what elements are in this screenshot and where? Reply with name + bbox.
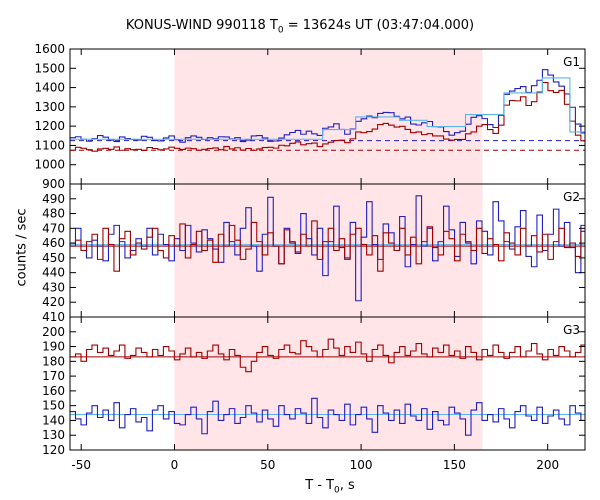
x-axis-label-sub: 0 (334, 485, 340, 496)
y-tick-label: 140 (42, 413, 65, 427)
panel-label-g2: G2 (563, 190, 580, 204)
y-tick-label: 150 (42, 399, 65, 413)
x-tick-label: 200 (536, 458, 559, 472)
chart-title-main: KONUS-WIND 990118 T (125, 18, 278, 33)
y-tick-label: 190 (42, 340, 65, 354)
series-g1-light_blue (70, 77, 585, 140)
y-tick-label: 200 (42, 325, 65, 339)
x-axis-label-main: T - T (305, 478, 335, 493)
y-tick-label: 1000 (34, 158, 65, 172)
y-tick-label: 450 (42, 251, 65, 265)
y-tick-label: 130 (42, 428, 65, 442)
y-tick-label: 170 (42, 369, 65, 383)
series-g1-red (70, 82, 585, 152)
y-tick-label: 440 (42, 266, 65, 280)
y-tick-label: 460 (42, 236, 65, 250)
y-tick-label: 900 (42, 177, 65, 191)
panel-label-g3: G3 (563, 323, 580, 337)
y-tick-label: 430 (42, 280, 65, 294)
chart-title-rest: = 13624s UT (03:47:04.000) (283, 18, 475, 33)
x-axis-label: T - T0, s (0, 478, 600, 496)
series-g3-blue (70, 397, 585, 436)
y-tick-label: 180 (42, 354, 65, 368)
chart-title: KONUS-WIND 990118 T0 = 13624s UT (03:47:… (0, 18, 600, 36)
panel-label-g1: G1 (563, 55, 580, 69)
y-tick-label: 160 (42, 384, 65, 398)
y-tick-label: 1200 (34, 119, 65, 133)
y-tick-label: 470 (42, 221, 65, 235)
series-g2-blue (70, 195, 585, 302)
x-tick-label: 50 (260, 458, 275, 472)
x-axis-label-rest: , s (339, 478, 355, 493)
x-tick-label: -50 (71, 458, 91, 472)
y-axis-label: counts / sec (14, 208, 30, 287)
y-tick-label: 1400 (34, 81, 65, 95)
x-tick-label: 150 (443, 458, 466, 472)
y-tick-label: 1500 (34, 61, 65, 75)
y-tick-label: 1300 (34, 100, 65, 114)
y-tick-label: 490 (42, 192, 65, 206)
y-tick-label: 410 (42, 310, 65, 324)
y-tick-label: 120 (42, 443, 65, 457)
y-tick-label: 480 (42, 207, 65, 221)
series-g2-red (70, 220, 585, 272)
chart-title-sub: 0 (277, 25, 284, 36)
y-tick-label: 1100 (34, 138, 65, 152)
series-g3-red (70, 338, 585, 373)
x-tick-label: 0 (171, 458, 179, 472)
y-tick-label: 420 (42, 295, 65, 309)
y-tick-label: 1600 (34, 42, 65, 56)
series-g1-blue (70, 69, 585, 143)
panel-frame-g3 (69, 316, 586, 451)
x-tick-label: 100 (350, 458, 373, 472)
